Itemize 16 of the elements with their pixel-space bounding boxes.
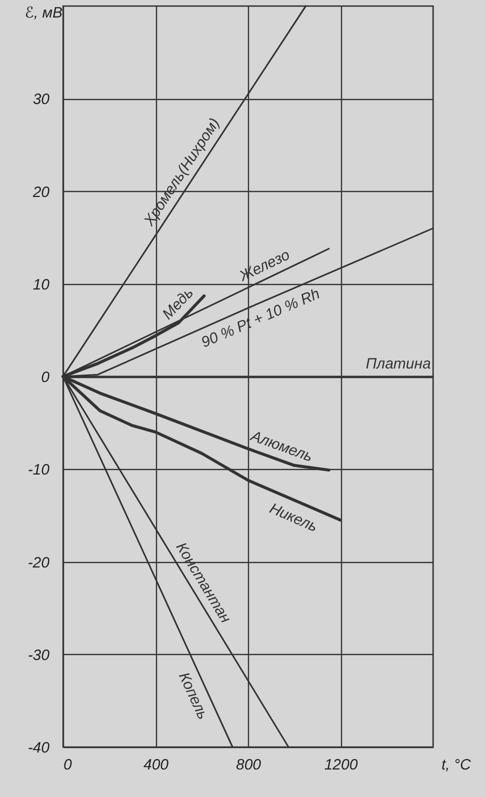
y-tick-label: 0 [41, 369, 50, 386]
x-tick-label: 800 [236, 756, 262, 774]
text: Копель [175, 670, 212, 722]
y-tick-label: 30 [32, 91, 50, 108]
y-tick-label: -20 [28, 554, 50, 572]
x-axis-title: t, °C [442, 756, 471, 774]
y-tick-label: -40 [28, 740, 50, 756]
x-tick-label: 0 [64, 756, 72, 774]
y-tick-label: 10 [32, 276, 50, 294]
y-tick-label: -30 [28, 646, 50, 664]
x-tick-label: 1200 [324, 756, 358, 774]
y-tick-label: -10 [28, 462, 50, 479]
y-tick-label: 20 [32, 184, 50, 201]
x-tick-label: 400 [143, 756, 170, 774]
series-label: Платина [366, 356, 431, 372]
y-axis-title: ℰ, мВ [24, 4, 62, 22]
